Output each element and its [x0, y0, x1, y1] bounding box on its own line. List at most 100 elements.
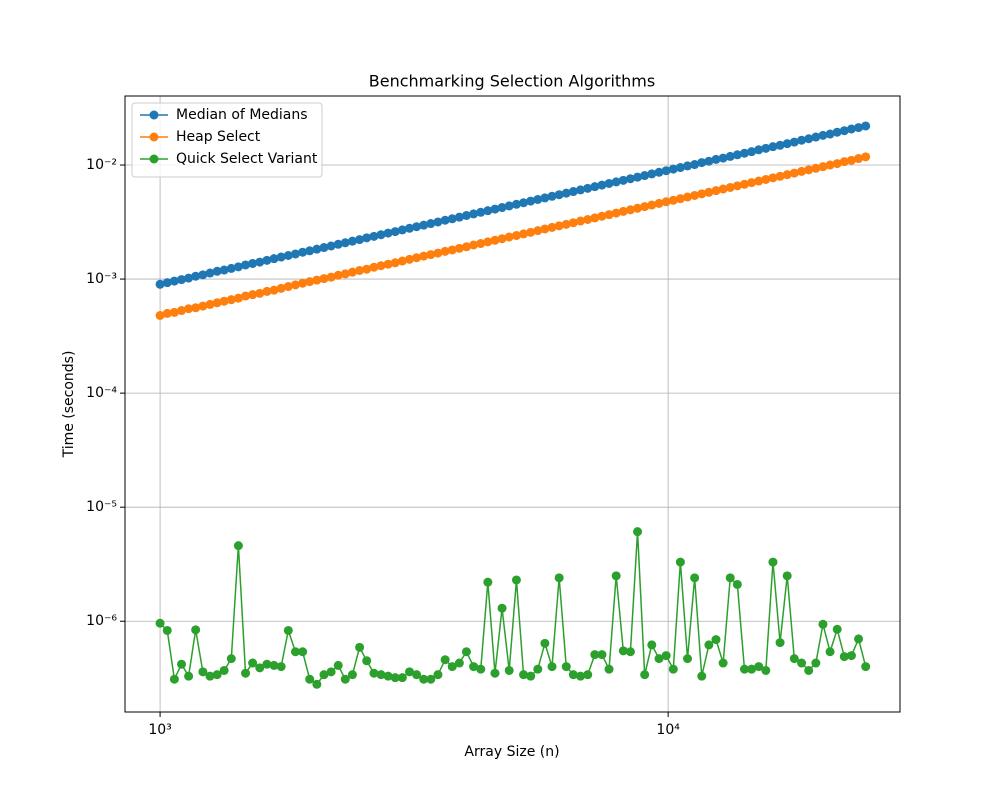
data-point — [355, 642, 365, 652]
data-point — [797, 135, 807, 145]
legend-marker — [149, 132, 159, 142]
data-point — [625, 174, 635, 184]
data-point — [704, 156, 714, 166]
data-point — [440, 215, 450, 225]
data-point — [362, 656, 372, 666]
data-point — [711, 154, 721, 164]
data-point — [761, 143, 771, 153]
data-point — [775, 638, 785, 648]
data-point — [725, 182, 735, 192]
data-point — [155, 618, 165, 628]
data-point — [597, 650, 607, 660]
data-point — [718, 658, 728, 668]
data-point — [554, 573, 564, 583]
data-point — [839, 126, 849, 136]
data-point — [747, 664, 757, 674]
data-point — [818, 130, 828, 140]
data-point — [454, 243, 464, 253]
data-point — [212, 670, 222, 680]
data-point — [248, 258, 258, 268]
data-point — [789, 168, 799, 178]
data-point — [697, 671, 707, 681]
data-point — [654, 167, 664, 177]
data-point — [476, 239, 486, 249]
data-point — [191, 303, 201, 313]
chart-title: Benchmarking Selection Algorithms — [369, 72, 655, 91]
legend: Median of Medians Heap Select Quick Select… — [131, 102, 323, 178]
data-point — [547, 191, 557, 201]
data-point — [611, 571, 621, 581]
data-point — [818, 162, 828, 172]
data-point — [704, 640, 714, 650]
data-point — [683, 161, 693, 171]
data-point — [811, 163, 821, 173]
data-point — [205, 671, 215, 681]
data-point — [697, 189, 707, 199]
data-point — [283, 250, 293, 260]
data-point — [568, 218, 578, 228]
data-point — [839, 157, 849, 167]
data-point — [454, 658, 464, 668]
data-point — [419, 251, 429, 261]
data-point — [846, 651, 856, 661]
data-point — [668, 195, 678, 205]
data-point — [854, 634, 864, 644]
data-point — [797, 166, 807, 176]
data-point — [683, 654, 693, 664]
data-point — [198, 667, 208, 677]
data-point — [362, 233, 372, 243]
data-point — [255, 663, 265, 673]
data-point — [241, 291, 251, 301]
data-point — [269, 660, 279, 670]
data-point — [262, 286, 272, 296]
data-point — [861, 662, 871, 672]
data-point — [226, 263, 236, 273]
data-point — [461, 242, 471, 252]
data-point — [540, 193, 550, 203]
data-point — [739, 148, 749, 158]
data-point — [789, 654, 799, 664]
data-point — [461, 211, 471, 221]
data-point — [704, 187, 714, 197]
data-point — [191, 271, 201, 281]
data-point — [155, 279, 165, 289]
data-point — [177, 659, 187, 669]
data-point — [504, 232, 514, 242]
data-point — [690, 573, 700, 583]
legend-label: Median of Medians — [176, 107, 308, 123]
data-point — [782, 139, 792, 149]
data-point — [426, 219, 436, 229]
data-point — [184, 671, 194, 681]
y-tick-label: 10⁻³ — [86, 271, 117, 287]
data-point — [283, 282, 293, 292]
data-point — [155, 310, 165, 320]
data-point — [533, 226, 543, 236]
data-point — [212, 298, 222, 308]
data-point — [198, 270, 208, 280]
data-point — [633, 172, 643, 182]
data-point — [198, 301, 208, 311]
data-point — [447, 662, 457, 672]
data-point — [490, 235, 500, 245]
data-point — [298, 278, 308, 288]
data-point — [326, 272, 336, 282]
data-point — [219, 665, 229, 675]
data-point — [298, 247, 308, 257]
data-point — [305, 246, 315, 256]
data-point — [177, 306, 187, 316]
data-point — [162, 308, 172, 318]
data-point — [725, 151, 735, 161]
data-point — [775, 140, 785, 150]
data-point — [405, 254, 415, 264]
data-point — [497, 234, 507, 244]
data-point — [447, 245, 457, 255]
data-point — [433, 217, 443, 227]
data-point — [661, 166, 671, 176]
data-point — [333, 239, 343, 249]
data-point — [490, 668, 500, 678]
data-point — [412, 253, 422, 263]
data-point — [283, 625, 293, 635]
data-point — [690, 160, 700, 170]
data-point — [276, 662, 286, 672]
